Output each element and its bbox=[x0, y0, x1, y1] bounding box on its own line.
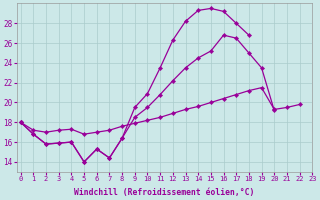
X-axis label: Windchill (Refroidissement éolien,°C): Windchill (Refroidissement éolien,°C) bbox=[74, 188, 255, 197]
